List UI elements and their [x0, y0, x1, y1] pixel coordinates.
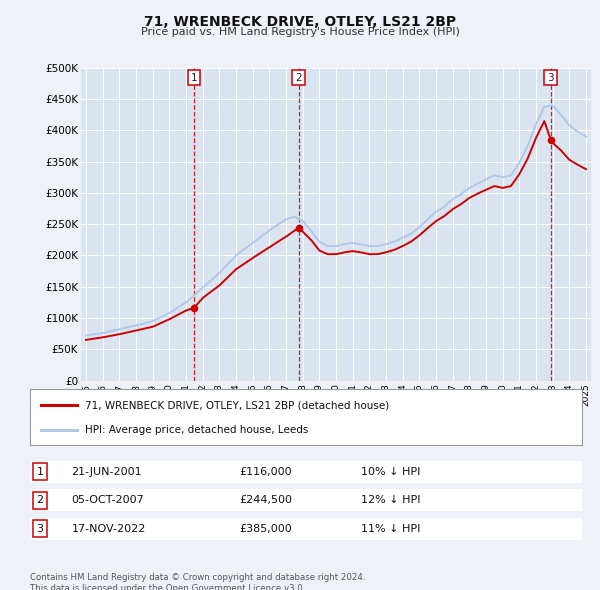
- Text: 2: 2: [37, 495, 43, 505]
- Text: 71, WRENBECK DRIVE, OTLEY, LS21 2BP: 71, WRENBECK DRIVE, OTLEY, LS21 2BP: [144, 15, 456, 29]
- Text: £244,500: £244,500: [240, 495, 293, 505]
- Text: £385,000: £385,000: [240, 524, 293, 534]
- Text: 11% ↓ HPI: 11% ↓ HPI: [361, 524, 421, 534]
- Text: 10% ↓ HPI: 10% ↓ HPI: [361, 467, 421, 477]
- Text: 71, WRENBECK DRIVE, OTLEY, LS21 2BP (detached house): 71, WRENBECK DRIVE, OTLEY, LS21 2BP (det…: [85, 400, 389, 410]
- Text: 2: 2: [295, 73, 302, 83]
- Text: 12% ↓ HPI: 12% ↓ HPI: [361, 495, 421, 505]
- Text: HPI: Average price, detached house, Leeds: HPI: Average price, detached house, Leed…: [85, 425, 308, 435]
- Text: 1: 1: [191, 73, 197, 83]
- Text: 17-NOV-2022: 17-NOV-2022: [71, 524, 146, 534]
- Text: Price paid vs. HM Land Registry's House Price Index (HPI): Price paid vs. HM Land Registry's House …: [140, 27, 460, 37]
- Text: 05-OCT-2007: 05-OCT-2007: [71, 495, 144, 505]
- Text: 3: 3: [547, 73, 554, 83]
- Text: 1: 1: [37, 467, 43, 477]
- Text: This data is licensed under the Open Government Licence v3.0.: This data is licensed under the Open Gov…: [30, 584, 305, 590]
- Text: £116,000: £116,000: [240, 467, 292, 477]
- Text: 3: 3: [37, 524, 43, 534]
- Text: Contains HM Land Registry data © Crown copyright and database right 2024.: Contains HM Land Registry data © Crown c…: [30, 573, 365, 582]
- Text: 21-JUN-2001: 21-JUN-2001: [71, 467, 142, 477]
